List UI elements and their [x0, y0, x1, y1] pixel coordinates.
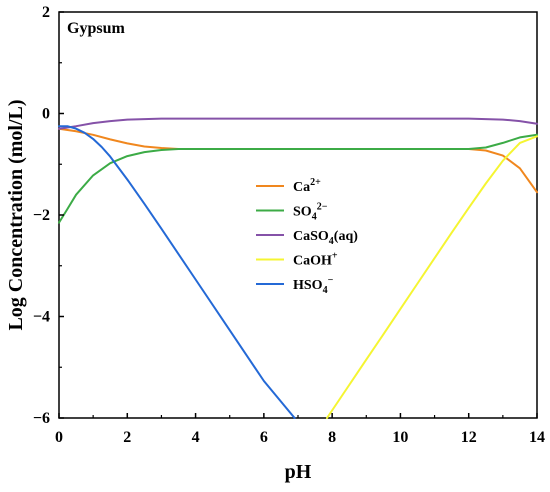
legend-label-3: CaOH+ — [293, 251, 338, 269]
legend-label-1: SO42− — [293, 202, 328, 223]
y-axis-title: Log Concentration (mol/L) — [5, 99, 27, 330]
x-tick-label: 2 — [123, 429, 131, 446]
x-tick-label: 8 — [328, 429, 336, 446]
series-line-1 — [58, 133, 538, 224]
x-tick-label: 0 — [55, 429, 63, 446]
series-line-3 — [326, 135, 538, 419]
series-line-4 — [58, 125, 296, 419]
x-tick-label: 6 — [260, 429, 268, 446]
y-tick-label: −6 — [33, 410, 50, 427]
y-tick-label: 2 — [42, 4, 50, 21]
x-tick-label: 10 — [392, 429, 408, 446]
legend-label-2: CaSO4(aq) — [293, 229, 358, 247]
legend-label-0: Ca2+ — [293, 177, 321, 195]
series-layer — [58, 117, 538, 419]
series-line-2 — [58, 117, 538, 130]
x-axis-title: pH — [285, 461, 312, 483]
legend: Ca2+ SO42− CaSO4(aq) CaOH+ HSO4− — [256, 177, 358, 296]
x-tick-label: 4 — [192, 429, 200, 446]
y-tick-label: 0 — [42, 106, 50, 123]
y-tick-label: −2 — [33, 207, 50, 224]
legend-label-4: HSO4− — [293, 275, 334, 296]
chart-annotation: Gypsum — [67, 20, 125, 37]
plot-area — [58, 11, 538, 419]
axes-layer: 0 2 4 6 8 10 12 14 2 0 −2 −4 −6 — [33, 4, 545, 446]
x-tick-label: 12 — [461, 429, 477, 446]
y-tick-label: −4 — [33, 309, 50, 326]
x-tick-label: 14 — [529, 429, 545, 446]
